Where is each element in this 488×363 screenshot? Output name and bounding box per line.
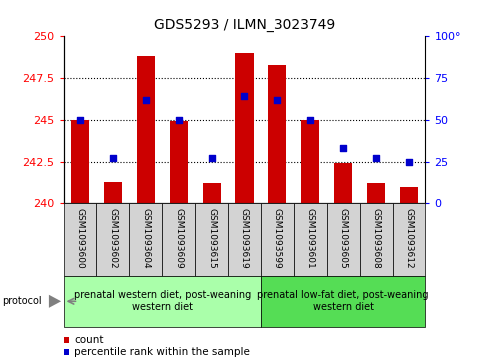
Text: GSM1093609: GSM1093609 [174, 208, 183, 269]
Text: GSM1093619: GSM1093619 [240, 208, 248, 269]
Text: percentile rank within the sample: percentile rank within the sample [74, 347, 250, 357]
Bar [71, 120, 89, 203]
Bar [399, 187, 417, 203]
Bar [129, 203, 162, 276]
Bar [359, 203, 392, 276]
Bar [63, 203, 96, 276]
Text: count: count [74, 335, 103, 345]
Point [76, 117, 84, 123]
Text: GSM1093612: GSM1093612 [404, 208, 413, 269]
Bar [293, 203, 326, 276]
Bar [333, 163, 351, 203]
Text: GSM1093602: GSM1093602 [108, 208, 117, 269]
Text: GSM1093615: GSM1093615 [207, 208, 216, 269]
Text: protocol: protocol [2, 296, 42, 306]
Point [109, 155, 117, 161]
Bar [301, 120, 319, 203]
Point [174, 117, 182, 123]
Point [306, 117, 314, 123]
Text: GSM1093604: GSM1093604 [141, 208, 150, 269]
Bar [235, 53, 253, 203]
Point [371, 155, 379, 161]
Bar [261, 276, 425, 327]
Bar [326, 203, 359, 276]
Bar [162, 203, 195, 276]
Bar [268, 65, 286, 203]
Bar [195, 203, 227, 276]
Text: GSM1093605: GSM1093605 [338, 208, 347, 269]
Bar [202, 183, 220, 203]
Text: GSM1093599: GSM1093599 [272, 208, 281, 269]
Point [142, 97, 149, 103]
Point [207, 155, 215, 161]
Point [404, 159, 412, 164]
Point [240, 94, 248, 99]
Bar [103, 182, 122, 203]
Text: GSM1093600: GSM1093600 [75, 208, 84, 269]
Bar [261, 203, 293, 276]
Text: GSM1093608: GSM1093608 [371, 208, 380, 269]
Point [339, 145, 346, 151]
Title: GDS5293 / ILMN_3023749: GDS5293 / ILMN_3023749 [154, 19, 334, 33]
Text: prenatal low-fat diet, post-weaning
western diet: prenatal low-fat diet, post-weaning west… [257, 290, 428, 312]
Bar [392, 203, 425, 276]
Text: prenatal western diet, post-weaning
western diet: prenatal western diet, post-weaning west… [74, 290, 250, 312]
Point [273, 97, 281, 103]
Bar [96, 203, 129, 276]
Text: GSM1093601: GSM1093601 [305, 208, 314, 269]
Bar [137, 56, 155, 203]
Bar [63, 276, 261, 327]
Bar [366, 183, 385, 203]
Bar [227, 203, 261, 276]
Bar [169, 122, 187, 203]
